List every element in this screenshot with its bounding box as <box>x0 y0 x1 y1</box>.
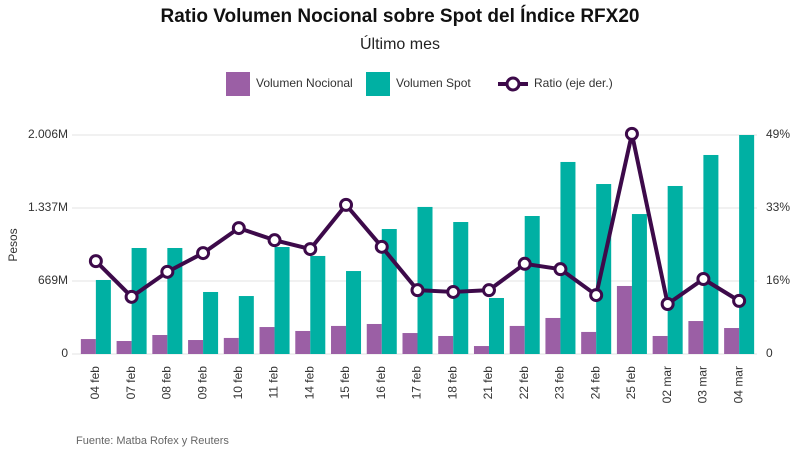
bar <box>310 255 326 354</box>
line-marker <box>160 264 175 279</box>
bar <box>652 335 668 354</box>
bar <box>259 327 275 354</box>
line-marker <box>88 254 103 269</box>
y2-tick-label: 0 <box>766 346 773 360</box>
x-tick-label: 08 feb <box>160 366 174 400</box>
x-tick-label: 23 feb <box>553 366 567 400</box>
y-tick-label: 0 <box>61 346 68 360</box>
line-marker <box>517 256 532 271</box>
bar <box>616 285 632 354</box>
bar <box>402 333 418 354</box>
bar <box>203 291 219 354</box>
bar <box>667 185 683 354</box>
bar <box>131 247 147 354</box>
bar <box>453 222 469 354</box>
legend-swatch <box>366 72 390 96</box>
bar <box>581 331 597 354</box>
x-tick-label: 11 feb <box>267 366 281 399</box>
line-marker <box>732 293 747 308</box>
bar <box>473 346 489 354</box>
bar <box>116 341 132 354</box>
chart-subtitle: Último mes <box>360 34 440 53</box>
line-marker <box>124 289 139 304</box>
legend-swatch <box>226 72 250 96</box>
legend-marker <box>505 76 521 92</box>
x-tick-label: 21 feb <box>481 366 495 400</box>
x-tick-label: 24 feb <box>588 366 602 400</box>
bar <box>274 247 290 354</box>
bar <box>631 214 647 354</box>
x-tick-label: 03 mar <box>696 366 710 403</box>
line-marker <box>589 288 604 303</box>
bar <box>188 340 204 354</box>
x-tick-label: 15 feb <box>338 366 352 400</box>
bar <box>346 271 362 354</box>
bar <box>560 161 576 354</box>
y2-tick-label: 16% <box>766 273 790 287</box>
line-marker <box>624 126 639 141</box>
x-tick-label: 25 feb <box>624 366 638 400</box>
bar <box>509 325 525 354</box>
y2-tick-label: 49% <box>766 127 790 141</box>
line-marker <box>446 284 461 299</box>
x-tick-label: 07 feb <box>124 366 138 400</box>
line-marker <box>196 246 211 261</box>
line-marker <box>231 221 246 236</box>
chart-title: Ratio Volumen Nocional sobre Spot del Ín… <box>161 5 640 27</box>
bar <box>739 135 755 354</box>
x-tick-label: 16 feb <box>374 366 388 400</box>
bar <box>703 154 719 354</box>
legend-label: Volumen Spot <box>396 76 471 90</box>
bar <box>223 337 239 354</box>
x-tick-label: 04 mar <box>731 366 745 403</box>
line-marker <box>481 283 496 298</box>
line-marker <box>374 239 389 254</box>
x-tick-label: 18 feb <box>445 366 459 400</box>
bar <box>152 335 168 354</box>
bar <box>724 328 740 354</box>
y-tick-label: 2.006M <box>28 127 68 141</box>
bar <box>688 321 704 354</box>
bar <box>417 206 433 354</box>
legend-label: Volumen Nocional <box>256 76 353 90</box>
legend-label: Ratio (eje der.) <box>534 76 613 90</box>
bar <box>438 335 454 354</box>
y-axis-label: Pesos <box>6 228 20 261</box>
x-tick-label: 17 feb <box>410 366 424 400</box>
y-tick-label: 1.337M <box>28 200 68 214</box>
x-tick-label: 22 feb <box>517 366 531 400</box>
line-marker <box>410 283 425 298</box>
bar <box>238 296 254 354</box>
x-tick-label: 14 feb <box>302 366 316 400</box>
bar <box>488 297 504 354</box>
line-marker <box>553 262 568 277</box>
line-marker <box>696 271 711 286</box>
bar <box>295 330 311 354</box>
bar <box>545 317 561 354</box>
y-tick-label: 669M <box>38 273 68 287</box>
y2-tick-label: 33% <box>766 200 790 214</box>
bar <box>95 279 111 354</box>
x-tick-label: 09 feb <box>195 366 209 400</box>
bar <box>80 339 96 354</box>
x-tick-label: 04 feb <box>88 366 102 400</box>
bar <box>524 216 540 354</box>
x-tick-label: 10 feb <box>231 366 245 400</box>
source: Fuente: Matba Rofex y Reuters <box>76 435 229 447</box>
x-tick-label: 02 mar <box>660 366 674 403</box>
line-marker <box>660 296 675 311</box>
bar <box>331 325 347 354</box>
line-marker <box>267 233 282 248</box>
bar <box>366 323 382 354</box>
line-marker <box>339 197 354 212</box>
line-marker <box>303 242 318 257</box>
